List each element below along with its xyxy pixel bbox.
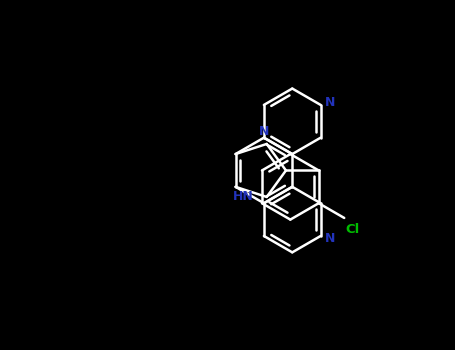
Text: N: N	[259, 125, 270, 138]
Text: N: N	[325, 96, 336, 109]
Text: Cl: Cl	[346, 223, 360, 236]
Text: N: N	[325, 232, 336, 245]
Text: HN: HN	[233, 190, 254, 203]
